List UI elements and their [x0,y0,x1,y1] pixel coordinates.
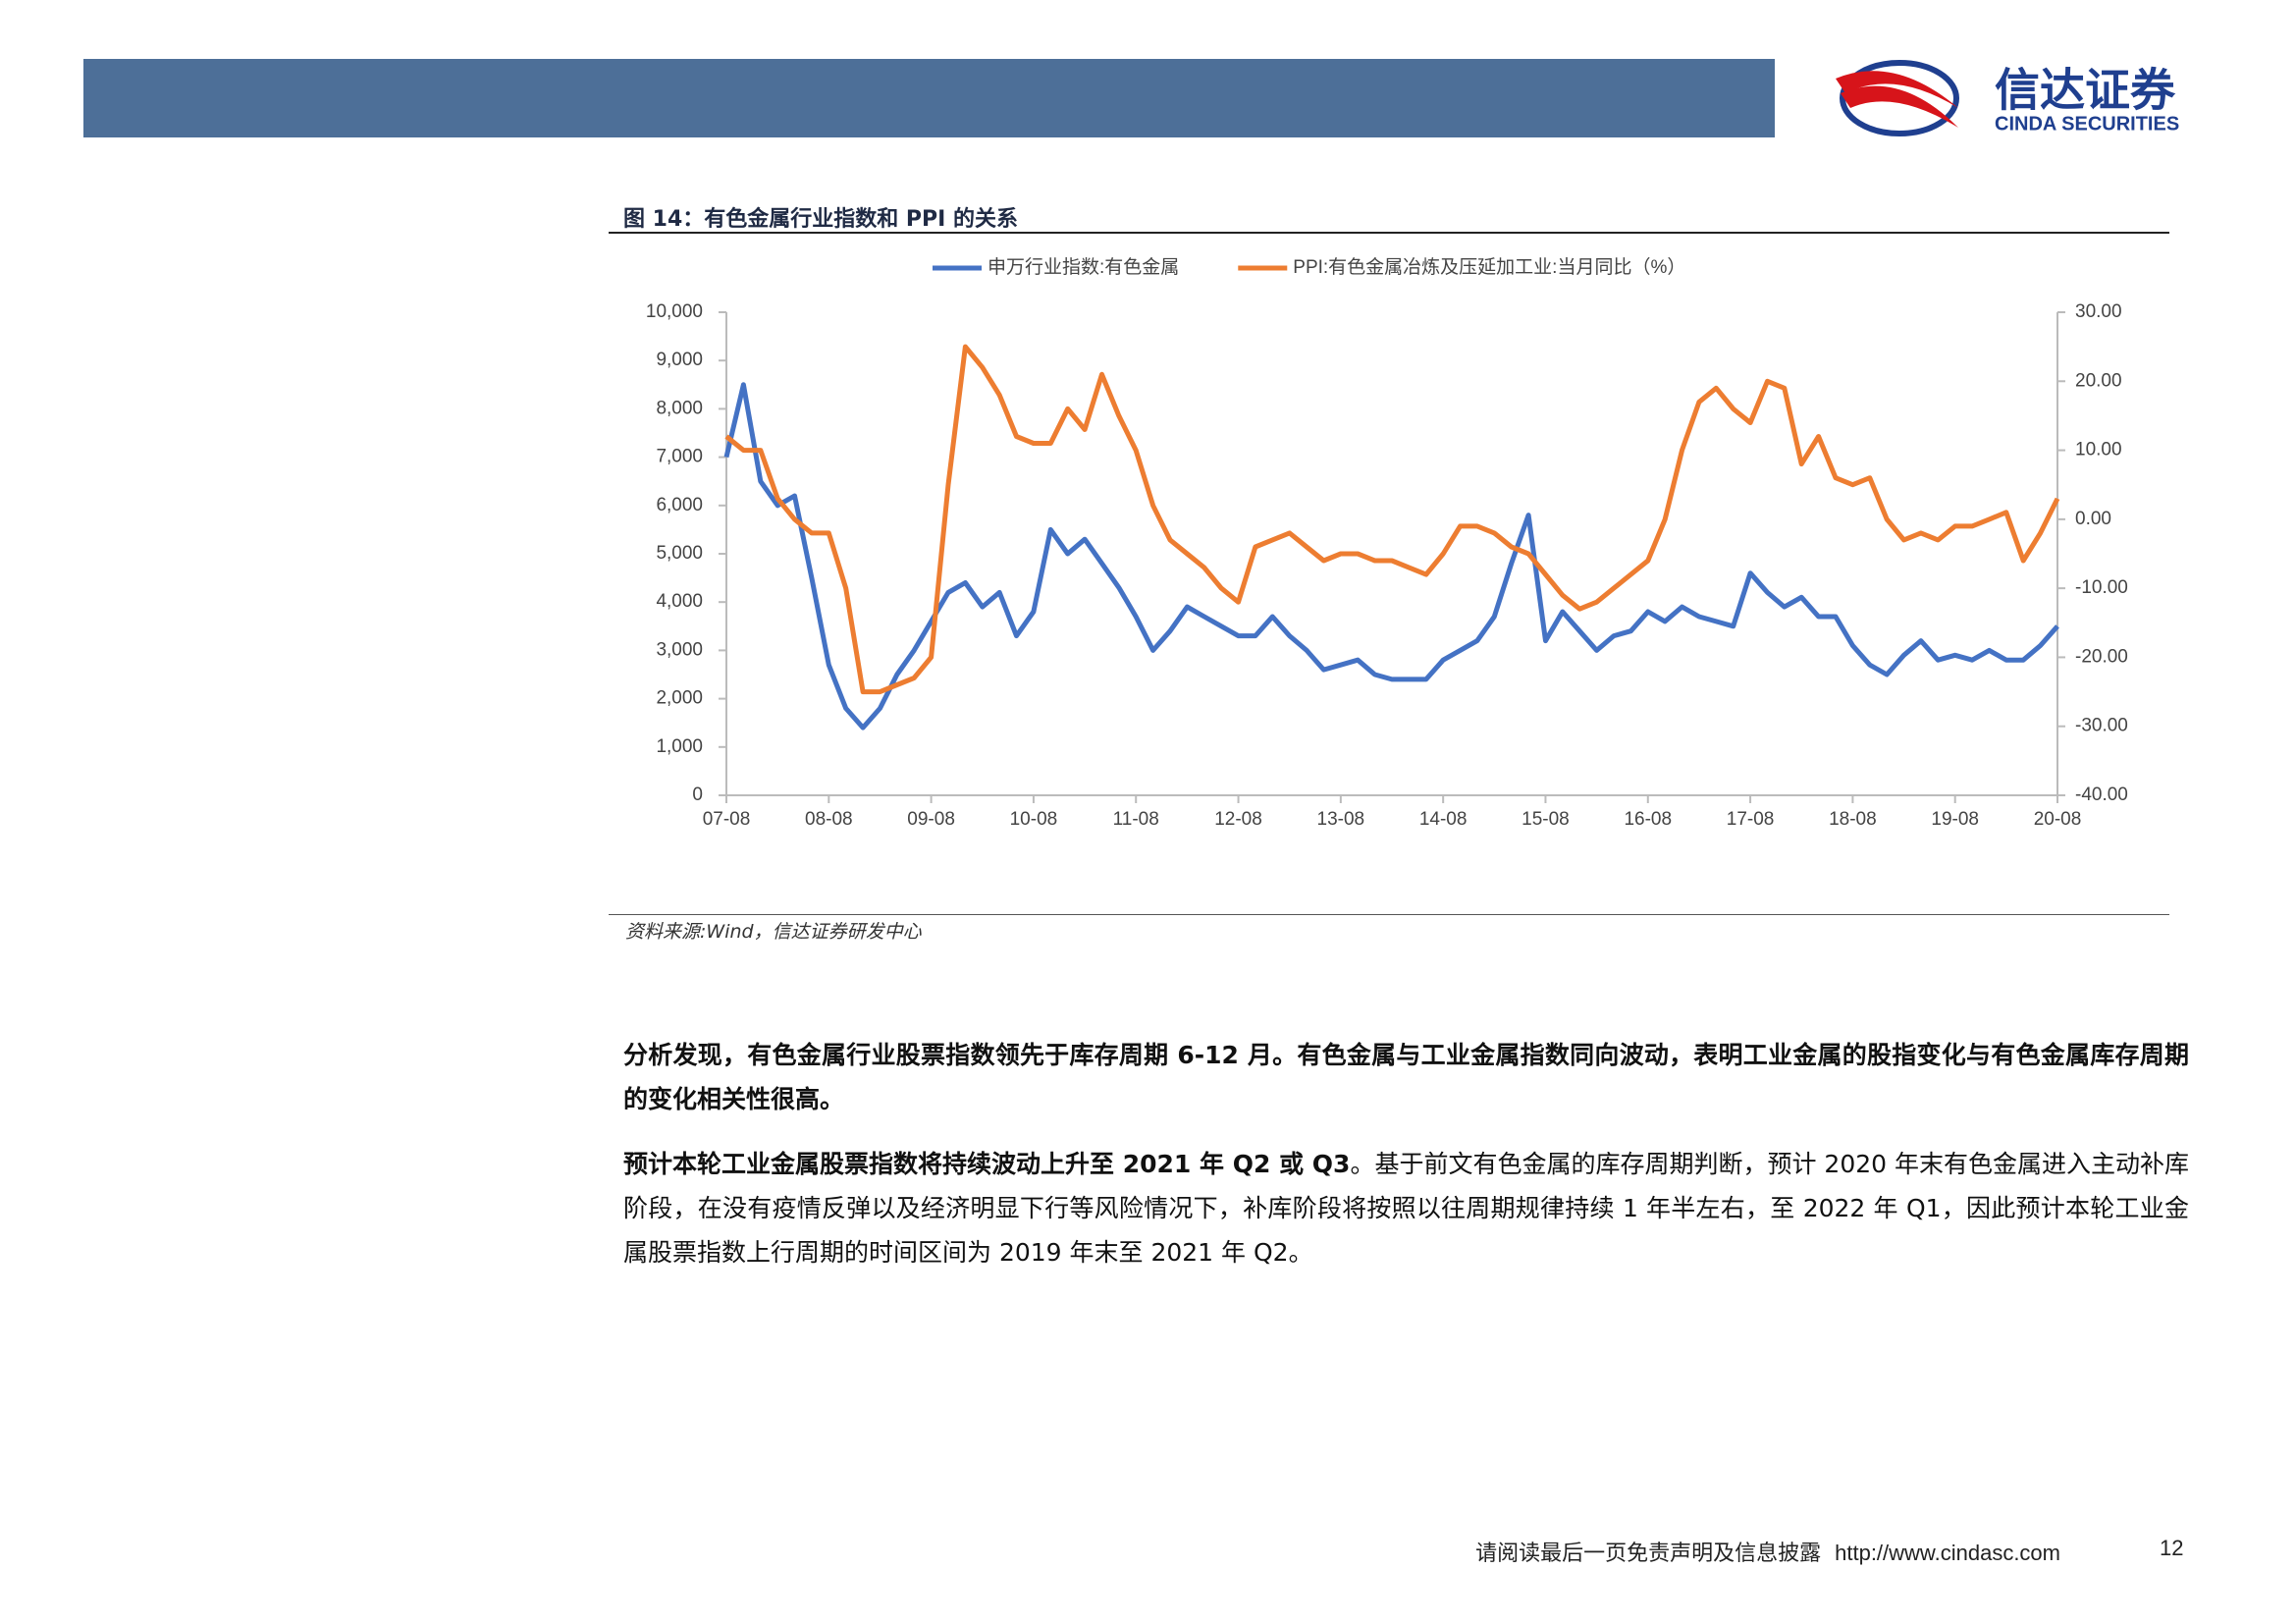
x-tick-label: 19-08 [1931,809,1979,830]
x-tick-label: 18-08 [1829,809,1877,830]
logo-cn: 信达证券 [1995,64,2176,117]
rule [609,914,2169,915]
footer: 请阅读最后一页免责声明及信息披露 http://www.cindasc.com [1475,1536,2060,1567]
y-tick-label: 1,000 [656,736,703,757]
y2-tick-label: -10.00 [2075,577,2128,598]
paragraph: 预计本轮工业金属股票指数将持续波动上升至 2021 年 Q2 或 Q3。基于前文… [623,1142,2189,1274]
bold-text: 预计本轮工业金属股票指数将持续波动上升至 2021 年 Q2 或 Q3 [623,1150,1351,1178]
y-tick-label: 2,000 [656,688,703,709]
y2-tick-label: 20.00 [2075,370,2122,391]
y-tick-label: 4,000 [656,591,703,612]
logo-ring [1840,60,1959,136]
y-tick-label: 5,000 [656,543,703,564]
logo-swoosh [1836,71,1958,108]
x-tick-label: 15-08 [1522,809,1570,830]
legend-label: PPI:有色金属冶炼及压延加工业:当月同比（%） [1293,256,1685,278]
page-number: 12 [2160,1536,2184,1560]
x-tick-label: 20-08 [2034,809,2082,830]
logo-swoosh [1841,85,1958,128]
figure-caption: 图 14：有色金属行业指数和 PPI 的关系 [623,207,1019,232]
header-bar [83,59,1775,137]
series-line [723,382,2059,731]
x-tick-label: 17-08 [1727,809,1775,830]
url: http://www.cindasc.com [1835,1541,2060,1565]
y2-tick-label: 10.00 [2075,440,2122,460]
x-tick-label: 11-08 [1113,809,1159,830]
text: 。基于前文有色金属的库存周期判断，预计 2020 年末有色金属进入主动补库阶段，… [623,1150,2189,1267]
series-line [724,344,2060,695]
y-tick-label: 8,000 [656,398,703,418]
y-tick-label: 9,000 [656,350,703,370]
logo-en: CINDA SECURITIES [1995,113,2179,135]
figure-source: 资料来源:Wind，信达证券研发中心 [625,921,922,943]
x-tick-label: 13-08 [1317,809,1365,830]
y2-tick-label: -40.00 [2075,785,2128,805]
bold-text: 分析发现，有色金属行业股票指数领先于库存周期 6-12 月。有色金属与工业金属指… [623,1041,2189,1113]
x-tick-label: 08-08 [805,809,853,830]
chart: 0 1,000 2,000 3,000 4,000 5,000 6,000 7,000 8,00… [646,256,2128,830]
disclaimer: 请阅读最后一页免责声明及信息披露 [1475,1542,1822,1566]
x-tick-label: 07-08 [703,809,751,830]
y-tick-label: 0 [692,785,703,805]
y-tick-label: 10,000 [646,301,703,322]
x-tick-label: 16-08 [1624,809,1672,830]
legend-label: 申万行业指数:有色金属 [988,256,1179,278]
rule [609,232,2169,234]
paragraph: 分析发现，有色金属行业股票指数领先于库存周期 6-12 月。有色金属与工业金属指… [623,1033,2189,1121]
y2-tick-label: -20.00 [2075,646,2128,667]
x-tick-label: 12-08 [1214,809,1262,830]
y2-tick-label: -30.00 [2075,716,2128,736]
x-tick-label: 14-08 [1419,809,1468,830]
y2-tick-label: 30.00 [2075,301,2122,322]
y-tick-label: 6,000 [656,495,703,515]
x-tick-label: 09-08 [907,809,955,830]
y-tick-label: 7,000 [656,447,703,467]
y-tick-label: 3,000 [656,639,703,660]
logo: 信达证券 CINDA SECURITIES [1836,60,2179,136]
y2-tick-label: 0.00 [2075,509,2111,529]
x-tick-label: 10-08 [1010,809,1058,830]
